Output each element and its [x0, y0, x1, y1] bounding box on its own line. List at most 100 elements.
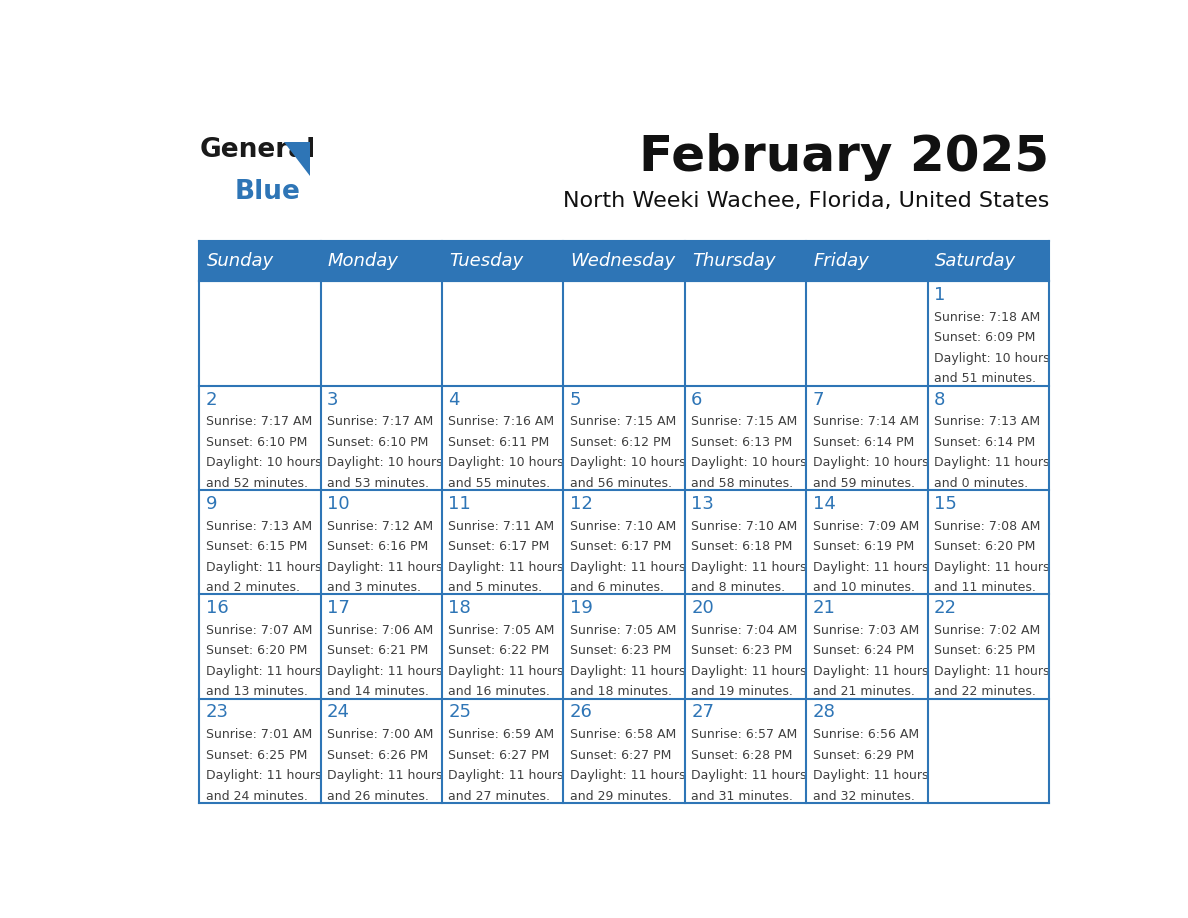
Bar: [200, 490, 321, 594]
Text: Sunrise: 7:17 AM: Sunrise: 7:17 AM: [327, 415, 434, 428]
Polygon shape: [284, 142, 310, 176]
Text: 4: 4: [448, 390, 460, 409]
Text: and 14 minutes.: and 14 minutes.: [327, 686, 429, 699]
Text: Daylight: 11 hours: Daylight: 11 hours: [813, 769, 928, 782]
Text: Sunset: 6:23 PM: Sunset: 6:23 PM: [570, 644, 671, 657]
Text: 16: 16: [206, 599, 228, 617]
Text: Daylight: 11 hours: Daylight: 11 hours: [570, 769, 685, 782]
Text: 25: 25: [448, 703, 472, 722]
Text: 18: 18: [448, 599, 472, 617]
Text: Blue: Blue: [234, 179, 301, 206]
Bar: [684, 699, 807, 803]
Text: and 29 minutes.: and 29 minutes.: [570, 789, 671, 802]
Text: 7: 7: [813, 390, 824, 409]
Text: Sunset: 6:17 PM: Sunset: 6:17 PM: [570, 540, 671, 553]
Text: Daylight: 11 hours: Daylight: 11 hours: [691, 769, 807, 782]
Text: 27: 27: [691, 703, 714, 722]
Text: 24: 24: [327, 703, 350, 722]
Text: and 58 minutes.: and 58 minutes.: [691, 476, 794, 489]
Text: and 13 minutes.: and 13 minutes.: [206, 686, 308, 699]
Text: Sunset: 6:15 PM: Sunset: 6:15 PM: [206, 540, 307, 553]
Bar: [563, 281, 684, 386]
Text: Sunset: 6:28 PM: Sunset: 6:28 PM: [691, 749, 792, 762]
Text: and 26 minutes.: and 26 minutes.: [327, 789, 429, 802]
Text: Sunrise: 7:06 AM: Sunrise: 7:06 AM: [327, 624, 434, 637]
Text: Sunset: 6:11 PM: Sunset: 6:11 PM: [448, 436, 550, 449]
Text: Daylight: 11 hours: Daylight: 11 hours: [934, 561, 1049, 574]
Bar: [200, 241, 1049, 281]
Bar: [807, 699, 928, 803]
Text: Monday: Monday: [328, 252, 399, 270]
Text: Sunrise: 7:12 AM: Sunrise: 7:12 AM: [327, 520, 434, 532]
Text: Saturday: Saturday: [935, 252, 1016, 270]
Text: Sunset: 6:19 PM: Sunset: 6:19 PM: [813, 540, 914, 553]
Text: Sunrise: 7:07 AM: Sunrise: 7:07 AM: [206, 624, 312, 637]
Text: Daylight: 11 hours: Daylight: 11 hours: [448, 665, 564, 677]
Text: Daylight: 10 hours: Daylight: 10 hours: [570, 456, 685, 469]
Text: 10: 10: [327, 495, 349, 513]
Bar: [928, 699, 1049, 803]
Bar: [321, 594, 442, 699]
Text: Sunset: 6:10 PM: Sunset: 6:10 PM: [327, 436, 429, 449]
Text: and 53 minutes.: and 53 minutes.: [327, 476, 429, 489]
Text: and 19 minutes.: and 19 minutes.: [691, 686, 794, 699]
Bar: [200, 699, 321, 803]
Text: General: General: [200, 137, 315, 163]
Text: 3: 3: [327, 390, 339, 409]
Text: Sunrise: 7:13 AM: Sunrise: 7:13 AM: [206, 520, 311, 532]
Text: Daylight: 11 hours: Daylight: 11 hours: [813, 561, 928, 574]
Text: Thursday: Thursday: [693, 252, 776, 270]
Text: Daylight: 10 hours: Daylight: 10 hours: [813, 456, 928, 469]
Text: Sunset: 6:27 PM: Sunset: 6:27 PM: [448, 749, 550, 762]
Text: 26: 26: [570, 703, 593, 722]
Text: Daylight: 11 hours: Daylight: 11 hours: [327, 561, 442, 574]
Text: Sunset: 6:10 PM: Sunset: 6:10 PM: [206, 436, 307, 449]
Bar: [442, 386, 563, 490]
Bar: [807, 386, 928, 490]
Text: Sunrise: 7:05 AM: Sunrise: 7:05 AM: [570, 624, 676, 637]
Bar: [807, 281, 928, 386]
Bar: [928, 281, 1049, 386]
Text: and 31 minutes.: and 31 minutes.: [691, 789, 794, 802]
Text: Daylight: 11 hours: Daylight: 11 hours: [448, 769, 564, 782]
Bar: [442, 699, 563, 803]
Text: Sunset: 6:16 PM: Sunset: 6:16 PM: [327, 540, 428, 553]
Text: Sunset: 6:13 PM: Sunset: 6:13 PM: [691, 436, 792, 449]
Text: Sunrise: 7:05 AM: Sunrise: 7:05 AM: [448, 624, 555, 637]
Text: and 18 minutes.: and 18 minutes.: [570, 686, 671, 699]
Bar: [928, 490, 1049, 594]
Text: Sunrise: 7:10 AM: Sunrise: 7:10 AM: [691, 520, 797, 532]
Text: Sunrise: 7:03 AM: Sunrise: 7:03 AM: [813, 624, 918, 637]
Text: 17: 17: [327, 599, 349, 617]
Text: and 22 minutes.: and 22 minutes.: [934, 686, 1036, 699]
Text: Daylight: 10 hours: Daylight: 10 hours: [934, 352, 1050, 365]
Text: and 32 minutes.: and 32 minutes.: [813, 789, 915, 802]
Bar: [684, 281, 807, 386]
Text: Sunset: 6:21 PM: Sunset: 6:21 PM: [327, 644, 428, 657]
Text: 15: 15: [934, 495, 956, 513]
Text: Sunrise: 7:00 AM: Sunrise: 7:00 AM: [327, 728, 434, 741]
Text: 1: 1: [934, 286, 946, 304]
Text: Sunday: Sunday: [207, 252, 273, 270]
Bar: [563, 699, 684, 803]
Text: Daylight: 10 hours: Daylight: 10 hours: [206, 456, 321, 469]
Bar: [563, 386, 684, 490]
Text: Sunset: 6:20 PM: Sunset: 6:20 PM: [934, 540, 1036, 553]
Text: Sunset: 6:27 PM: Sunset: 6:27 PM: [570, 749, 671, 762]
Text: Sunset: 6:22 PM: Sunset: 6:22 PM: [448, 644, 550, 657]
Text: and 21 minutes.: and 21 minutes.: [813, 686, 915, 699]
Text: Daylight: 11 hours: Daylight: 11 hours: [934, 456, 1049, 469]
Text: 22: 22: [934, 599, 958, 617]
Text: Sunset: 6:09 PM: Sunset: 6:09 PM: [934, 331, 1036, 344]
Text: Sunrise: 7:15 AM: Sunrise: 7:15 AM: [570, 415, 676, 428]
Bar: [442, 281, 563, 386]
Text: and 51 minutes.: and 51 minutes.: [934, 373, 1036, 386]
Text: Sunrise: 7:14 AM: Sunrise: 7:14 AM: [813, 415, 918, 428]
Text: and 27 minutes.: and 27 minutes.: [448, 789, 550, 802]
Text: Sunrise: 7:04 AM: Sunrise: 7:04 AM: [691, 624, 797, 637]
Bar: [321, 490, 442, 594]
Bar: [321, 386, 442, 490]
Text: Daylight: 11 hours: Daylight: 11 hours: [691, 561, 807, 574]
Bar: [684, 386, 807, 490]
Text: and 6 minutes.: and 6 minutes.: [570, 581, 664, 594]
